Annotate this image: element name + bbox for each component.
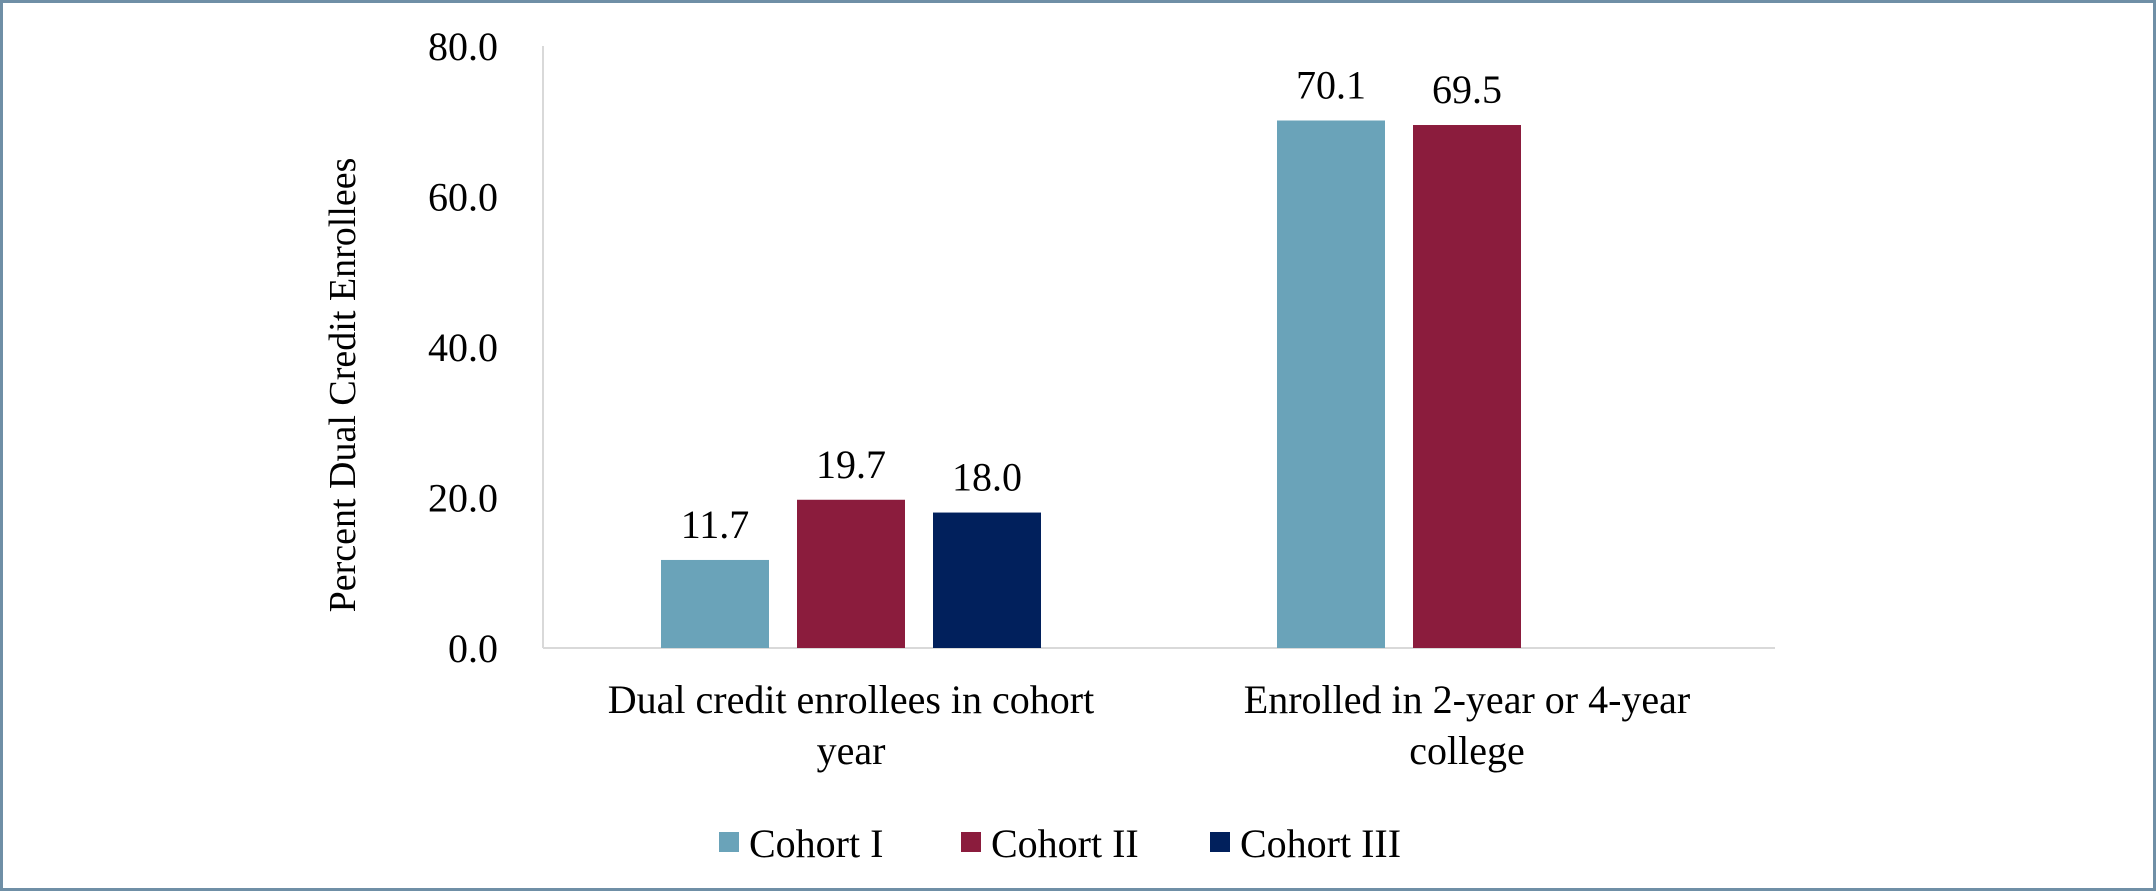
bar [933,512,1041,648]
legend-item: Cohort III [1210,821,1401,866]
bars [661,120,1521,648]
category-labels: Dual credit enrollees in cohort year Enrol… [608,677,1690,773]
data-label: 18.0 [952,455,1022,500]
bar [1413,125,1521,648]
legend-item: Cohort II [961,821,1139,866]
category-label: year [817,728,886,773]
bar-chart: Percent Dual Credit Enrollees 0.0 20.0 40.… [322,24,1775,866]
y-tick-label: 0.0 [448,626,498,671]
y-tick-label: 20.0 [428,476,498,521]
data-label: 69.5 [1432,67,1502,112]
legend-label: Cohort I [749,821,883,866]
category-label: Dual credit enrollees in cohort [608,677,1094,722]
category-label: college [1409,728,1525,773]
y-tick-labels: 0.0 20.0 40.0 60.0 80.0 [428,24,498,671]
legend: Cohort I Cohort II Cohort III [719,821,1401,866]
bar [661,559,769,648]
y-axis-title: Percent Dual Credit Enrollees [322,158,364,613]
bar [797,499,905,648]
y-tick-label: 80.0 [428,24,498,69]
data-labels: 11.7 19.7 18.0 70.1 69.5 [681,62,1502,546]
legend-swatch [1210,832,1230,852]
data-label: 70.1 [1296,62,1366,107]
category-label: Enrolled in 2-year or 4-year [1244,677,1690,722]
data-label: 11.7 [681,502,750,547]
legend-label: Cohort III [1240,821,1401,866]
y-tick-label: 40.0 [428,325,498,370]
data-label: 19.7 [816,442,886,487]
legend-label: Cohort II [991,821,1139,866]
legend-swatch [961,832,981,852]
bar [1277,120,1385,648]
y-tick-label: 60.0 [428,175,498,220]
legend-swatch [719,832,739,852]
legend-item: Cohort I [719,821,883,866]
